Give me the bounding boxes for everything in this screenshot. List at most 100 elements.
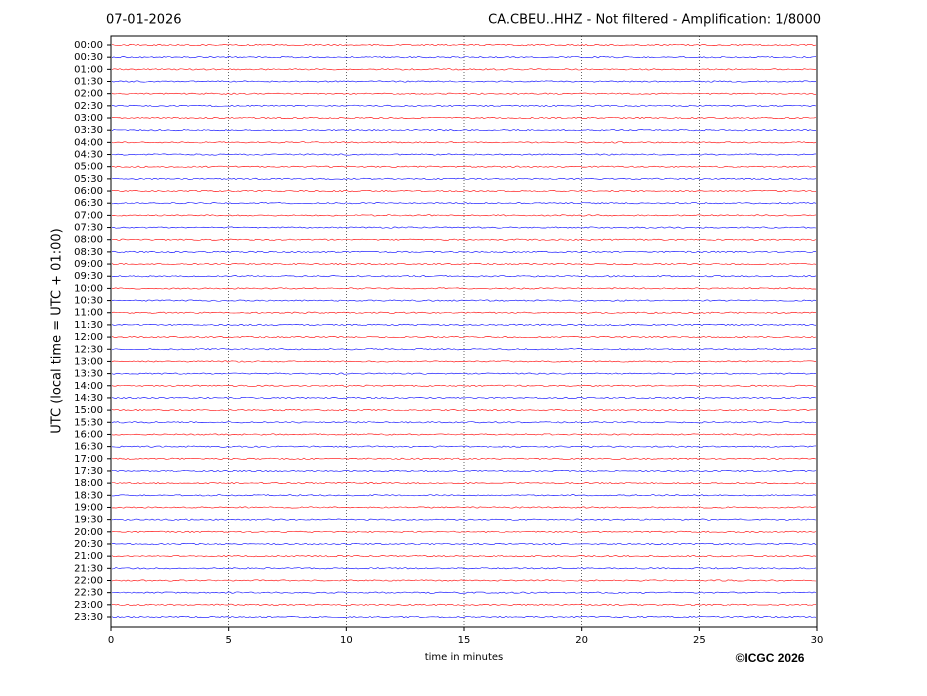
y-tick-label: 16:00 [74, 429, 103, 440]
y-tick-label: 12:00 [74, 332, 103, 343]
trace [111, 469, 817, 472]
credit: ©ICGC 2026 [736, 651, 805, 665]
y-tick-label: 17:00 [74, 454, 103, 465]
y-tick-label: 04:30 [74, 150, 103, 161]
trace [111, 506, 817, 509]
y-tick-label: 07:00 [74, 210, 103, 221]
trace [111, 457, 817, 460]
trace [111, 214, 817, 217]
trace [111, 494, 817, 497]
trace [111, 433, 817, 436]
y-tick-label: 19:00 [74, 502, 103, 513]
x-tick-label: 0 [108, 635, 114, 646]
trace [111, 384, 817, 387]
trace [111, 238, 817, 241]
y-tick-label: 05:00 [74, 162, 103, 173]
y-tick-label: 09:30 [74, 271, 103, 282]
trace [111, 141, 817, 144]
trace [111, 482, 817, 485]
trace [111, 299, 817, 302]
y-tick-label: 10:30 [74, 296, 103, 307]
trace [111, 117, 817, 120]
trace [111, 372, 817, 375]
y-tick-label: 15:00 [74, 405, 103, 416]
y-tick-label: 07:30 [74, 223, 103, 234]
y-tick-label: 23:00 [74, 600, 103, 611]
trace [111, 336, 817, 339]
y-tick-label: 00:00 [74, 40, 103, 51]
y-tick-label: 16:30 [74, 442, 103, 453]
trace [111, 250, 817, 253]
y-tick-label: 09:00 [74, 259, 103, 270]
y-tick-label: 08:30 [74, 247, 103, 258]
y-tick-label: 13:30 [74, 369, 103, 380]
trace [111, 129, 817, 132]
trace [111, 348, 817, 351]
y-tick-label: 18:00 [74, 478, 103, 489]
y-tick-label: 11:00 [74, 308, 103, 319]
trace [111, 165, 817, 168]
trace [111, 579, 817, 582]
y-tick-label: 23:30 [74, 612, 103, 623]
y-tick-label: 20:30 [74, 539, 103, 550]
date: 07-01-2026 [106, 13, 182, 28]
trace [111, 104, 817, 107]
y-tick-label: 08:00 [74, 235, 103, 246]
chart-title: CA.CBEU..HHZ - Not filtered - Amplificat… [488, 13, 821, 28]
y-tick-label: 22:30 [74, 588, 103, 599]
y-tick-label: 02:00 [74, 89, 103, 100]
trace [111, 263, 817, 266]
trace [111, 603, 817, 606]
trace [111, 43, 817, 47]
trace [111, 518, 817, 521]
trace [111, 555, 817, 558]
y-tick-label: 06:00 [74, 186, 103, 197]
x-tick-label: 10 [340, 635, 353, 646]
y-tick-label: 06:30 [74, 198, 103, 209]
y-tick-label: 02:30 [74, 101, 103, 112]
x-tick-label: 5 [225, 635, 231, 646]
trace [111, 542, 817, 546]
trace [111, 591, 817, 594]
x-axis-label: time in minutes [425, 652, 504, 663]
trace [111, 68, 817, 71]
x-tick-label: 30 [811, 635, 824, 646]
trace [111, 275, 817, 278]
trace [111, 92, 817, 95]
y-tick-label: 19:30 [74, 515, 103, 526]
trace [111, 56, 817, 59]
y-tick-label: 03:00 [74, 113, 103, 124]
trace [111, 311, 817, 314]
trace [111, 360, 817, 363]
y-tick-label: 01:00 [74, 64, 103, 75]
y-tick-label: 05:30 [74, 174, 103, 185]
trace [111, 615, 817, 619]
y-tick-label: 10:00 [74, 283, 103, 294]
x-tick-label: 25 [693, 635, 706, 646]
trace [111, 202, 817, 205]
y-tick-label: 11:30 [74, 320, 103, 331]
trace [111, 287, 817, 290]
y-tick-label: 01:30 [74, 77, 103, 88]
trace [111, 409, 817, 412]
y-tick-label: 14:30 [74, 393, 103, 404]
y-tick-label: 12:30 [74, 344, 103, 355]
plot-frame [110, 35, 818, 628]
y-tick-label: 17:30 [74, 466, 103, 477]
trace [111, 421, 817, 424]
trace [111, 177, 817, 180]
trace [111, 445, 817, 448]
y-tick-label: 18:30 [74, 490, 103, 501]
trace [111, 226, 817, 229]
trace [111, 80, 817, 83]
y-tick-label: 14:00 [74, 381, 103, 392]
x-tick-label: 15 [458, 635, 471, 646]
y-tick-label: 04:00 [74, 137, 103, 148]
y-tick-label: 15:30 [74, 417, 103, 428]
y-axis-label: UTC (local time = UTC + 01:00) [50, 228, 65, 433]
y-tick-label: 22:00 [74, 575, 103, 586]
trace [111, 567, 817, 570]
y-tick-label: 21:30 [74, 563, 103, 574]
trace [111, 153, 817, 156]
